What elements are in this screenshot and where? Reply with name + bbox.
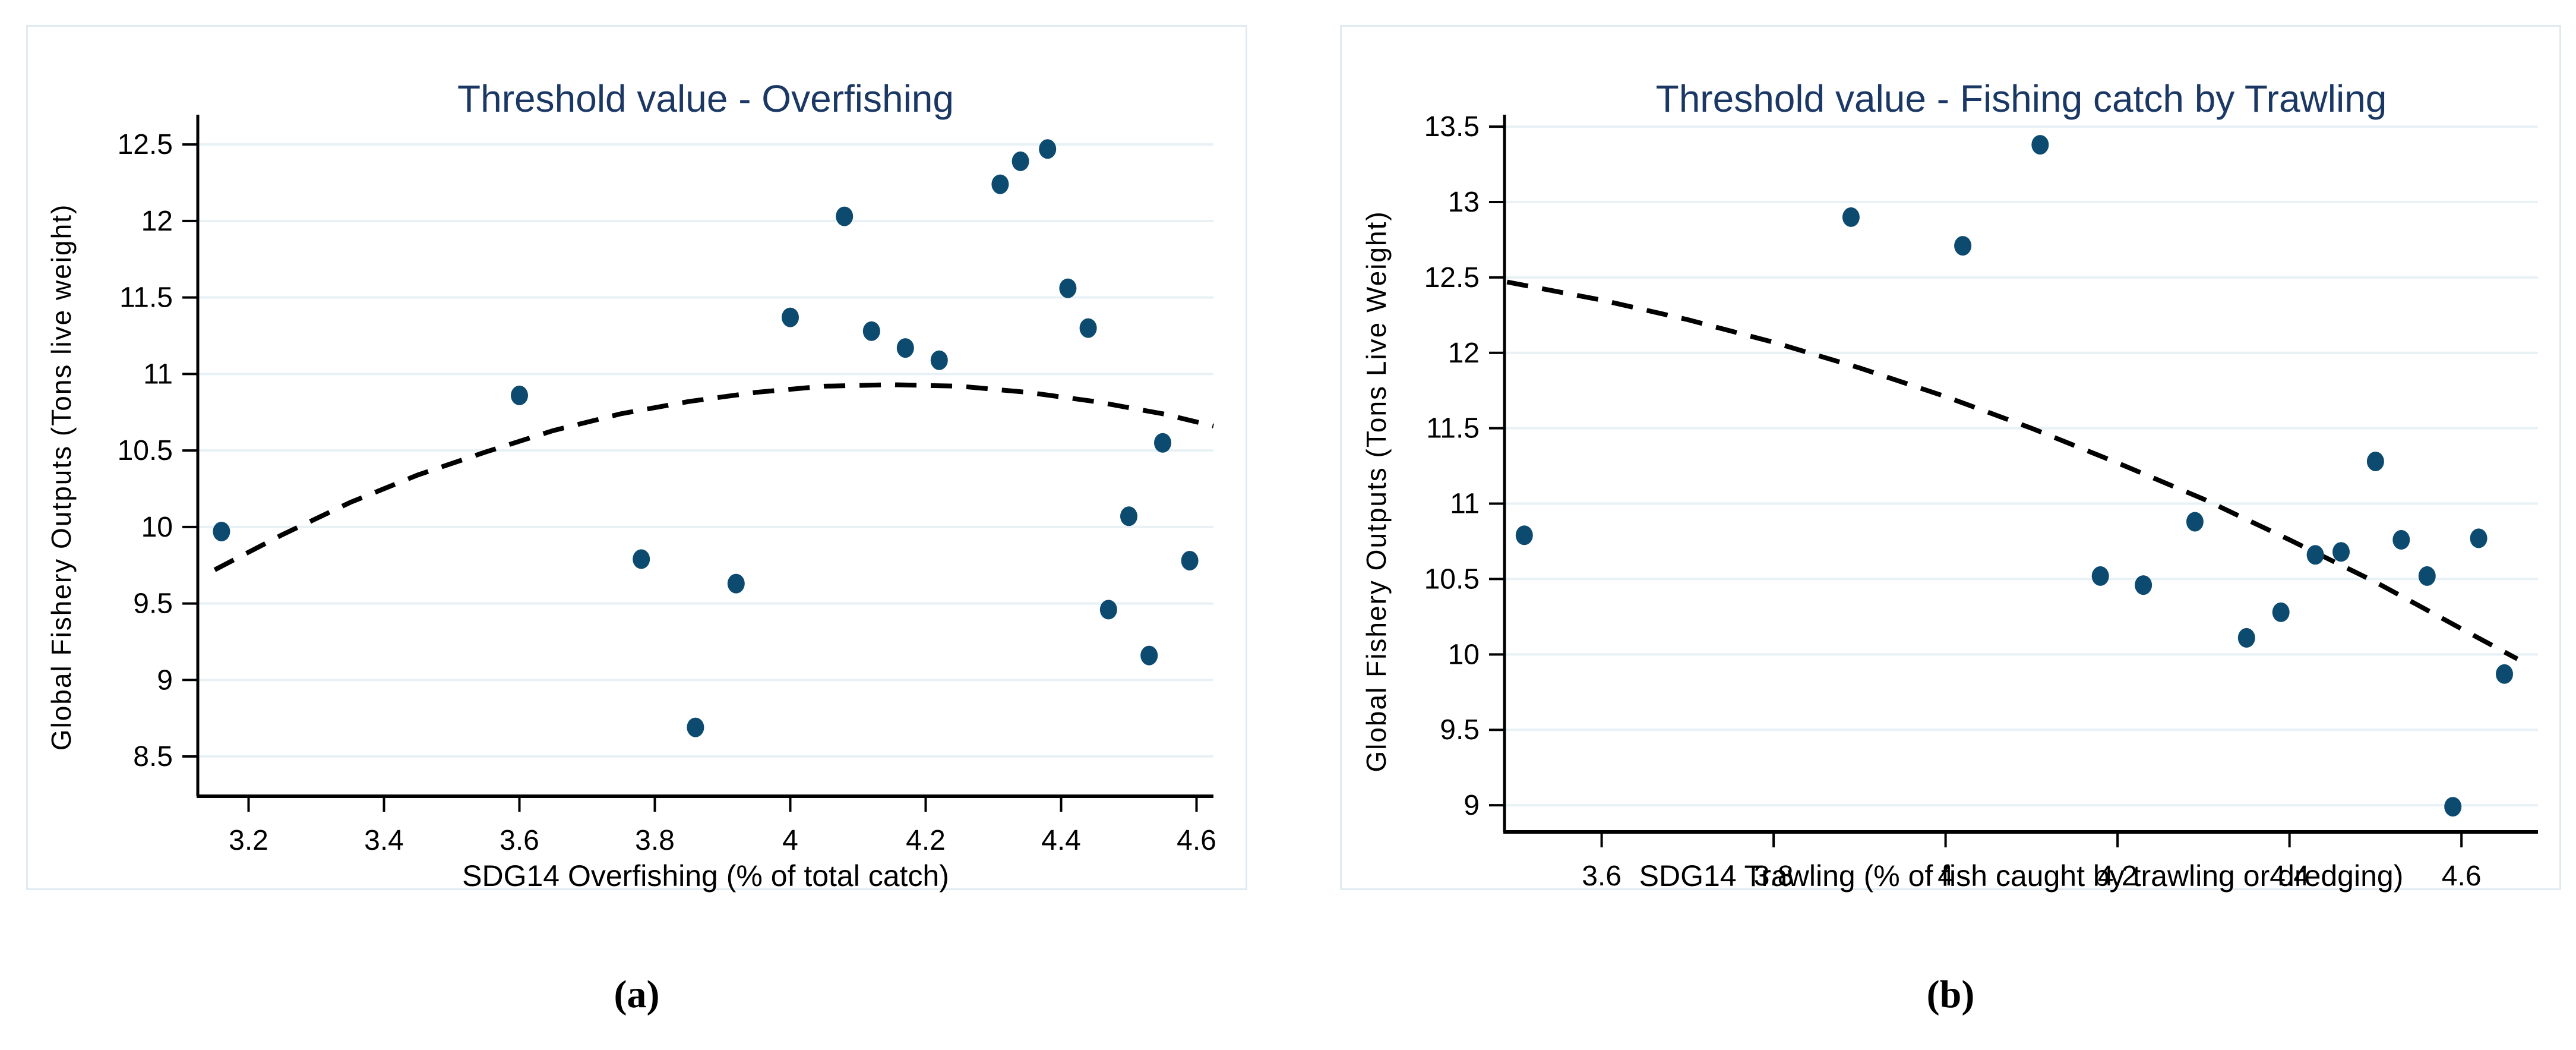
data-point (930, 350, 948, 370)
data-point (2496, 664, 2513, 684)
y-tick-label: 11 (143, 358, 173, 390)
data-point (1954, 236, 1972, 256)
trend-dashed-line (1506, 279, 2519, 661)
data-point (2135, 575, 2153, 595)
x-tick-label: 3.6 (500, 825, 539, 856)
y-tick-label: 9 (157, 664, 173, 696)
x-axis-label-overfishing: SDG14 Overfishing (% of total catch) (462, 859, 949, 893)
trend-dashed-line (213, 382, 1214, 572)
data-point (1140, 645, 1158, 666)
y-tick-label: 12.5 (1424, 262, 1480, 294)
x-tick-label: 4.4 (2270, 860, 2309, 888)
data-point (2306, 545, 2324, 565)
x-tick-label: 4.2 (2098, 860, 2138, 888)
data-point (2031, 135, 2049, 155)
y-tick-label: 11.5 (1426, 413, 1480, 444)
y-tick-label: 10.5 (118, 435, 173, 466)
x-tick-label: 4 (782, 825, 798, 856)
data-point (862, 321, 880, 341)
y-tick-label: 9.5 (133, 588, 173, 620)
x-tick-label: 4.2 (906, 825, 946, 856)
data-point (1059, 278, 1077, 298)
data-point (687, 717, 704, 737)
y-tick-label: 9 (1464, 790, 1480, 821)
data-point (511, 385, 528, 405)
data-point (1154, 433, 1171, 453)
data-point (1012, 151, 1029, 171)
y-tick-label: 11.5 (119, 282, 173, 314)
data-point (2470, 528, 2488, 548)
data-point (1842, 207, 1860, 227)
data-point (1099, 600, 1117, 620)
x-tick-label: 4.6 (2442, 860, 2482, 888)
trawling-scatter-plot: 9 9.5 10 10.5 11 11.5 12 12.5 13 13.5 3.6 3.8 4 4.2 4.… (1424, 111, 2538, 888)
x-tick-label: 4.6 (1177, 825, 1216, 856)
data-point (633, 549, 650, 569)
data-point (2091, 566, 2109, 586)
data-point (2332, 542, 2350, 562)
y-tick-label: 11 (1450, 488, 1480, 520)
overfishing-scatter-plot: 8.5 9 9.5 10 10.5 11 11.5 12 12.5 3.2 3.4 3.6 3.8 4 4.… (118, 115, 1216, 856)
subfigure-caption-b: (b) (1926, 973, 1975, 1016)
x-tick-label: 3.6 (1582, 860, 1622, 888)
y-axis-label-trawling: Global Fishery Outputs (Tons Live Weight… (1361, 210, 1392, 772)
data-point (1515, 525, 1533, 546)
data-point (2392, 529, 2410, 550)
data-point (1079, 318, 1097, 338)
x-axis-label-trawling: SDG14 Trawling (% of fish caught by traw… (1639, 859, 2404, 893)
data-point (896, 338, 914, 358)
trawling-chart-panel: 9 9.5 10 10.5 11 11.5 12 12.5 13 13.5 3.6 3.8 4 4.2 4.… (1340, 25, 2561, 893)
data-point (2237, 628, 2255, 648)
data-point (782, 307, 799, 327)
data-point (2418, 566, 2436, 586)
data-point (2186, 512, 2204, 532)
y-tick-label: 10.5 (1424, 563, 1480, 595)
y-tick-label: 12 (141, 206, 173, 237)
y-tick-label: 10 (141, 512, 173, 543)
x-tick-label: 3.4 (364, 825, 404, 856)
x-tick-label: 3.8 (1754, 860, 1794, 888)
x-tick-label: 3.8 (635, 825, 675, 856)
y-tick-label: 13.5 (1424, 111, 1480, 143)
overfishing-chart-panel: 8.5 9 9.5 10 10.5 11 11.5 12 12.5 3.2 3.4 3.6 3.8 4 4.… (26, 25, 1247, 893)
y-tick-label: 8.5 (133, 741, 173, 772)
data-point (213, 522, 230, 541)
x-tick-label: 4.4 (1041, 825, 1081, 856)
data-point (1181, 551, 1199, 570)
y-axis-label-overfishing: Global Fishery Outputs (Tons live weight… (46, 203, 77, 751)
x-tick-label: 4 (1937, 860, 1954, 888)
data-point (2366, 452, 2384, 471)
data-point (991, 174, 1009, 194)
data-point (2272, 602, 2290, 622)
subfigure-caption-a: (a) (614, 973, 660, 1016)
chart-title-trawling: Threshold value - Fishing catch by Trawl… (1655, 77, 2387, 120)
y-tick-label: 12 (1448, 338, 1480, 369)
y-tick-label: 10 (1448, 639, 1480, 670)
x-tick-label: 3.2 (229, 825, 268, 856)
data-point (727, 573, 745, 594)
data-point (1120, 506, 1137, 526)
chart-title-overfishing: Threshold value - Overfishing (457, 77, 954, 120)
data-point (1039, 139, 1057, 159)
y-tick-label: 13 (1448, 187, 1480, 218)
y-tick-label: 9.5 (1440, 714, 1480, 746)
y-tick-label: 12.5 (118, 129, 173, 160)
data-point (2444, 797, 2462, 817)
data-point (836, 206, 854, 226)
